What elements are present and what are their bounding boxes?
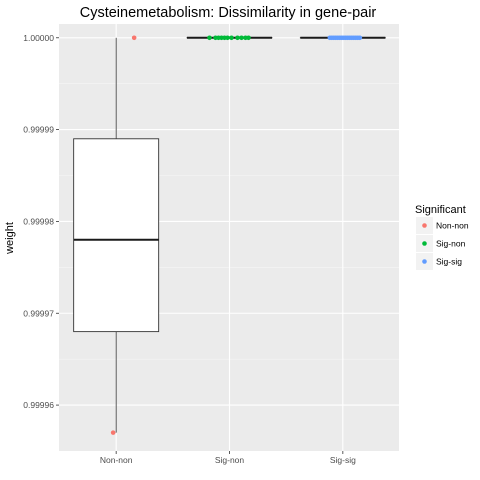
- y-tick-label: 1.00000: [23, 33, 54, 43]
- data-point: [110, 430, 116, 435]
- chart-title: Cysteinemetabolism: Dissimilarity in gen…: [80, 5, 377, 21]
- data-point: [229, 35, 234, 41]
- data-point: [357, 35, 363, 41]
- legend-label: Sig-sig: [436, 257, 462, 267]
- legend-swatch: [422, 223, 427, 228]
- legend-swatch: [422, 259, 427, 264]
- y-tick-label: 0.99998: [23, 216, 54, 226]
- x-tick-label: Sig-sig: [330, 455, 356, 465]
- legend-label: Sig-non: [436, 239, 466, 249]
- data-point: [235, 35, 240, 41]
- x-tick-label: Non-non: [100, 455, 133, 465]
- legend-label: Non-non: [436, 221, 469, 231]
- legend: Significant Non-non Sig-non Sig-sig: [415, 204, 469, 270]
- data-point: [246, 35, 251, 41]
- legend-swatch: [422, 241, 427, 246]
- data-point: [131, 35, 137, 41]
- y-tick-label: 0.99999: [23, 125, 54, 135]
- point-layer: [110, 35, 363, 435]
- box-body: [73, 138, 160, 333]
- y-axis: 0.99996 0.99997 0.99998 0.99999 1.00000: [23, 33, 59, 410]
- data-point: [225, 35, 230, 41]
- legend-title: Significant: [415, 204, 466, 216]
- y-axis-title: weight: [4, 222, 16, 255]
- y-tick-label: 0.99996: [23, 400, 54, 410]
- y-tick-label: 0.99997: [23, 308, 54, 318]
- data-point: [239, 35, 244, 41]
- x-axis: Non-non Sig-non Sig-sig: [100, 451, 356, 465]
- x-tick-label: Sig-non: [215, 455, 245, 465]
- data-point: [207, 35, 212, 41]
